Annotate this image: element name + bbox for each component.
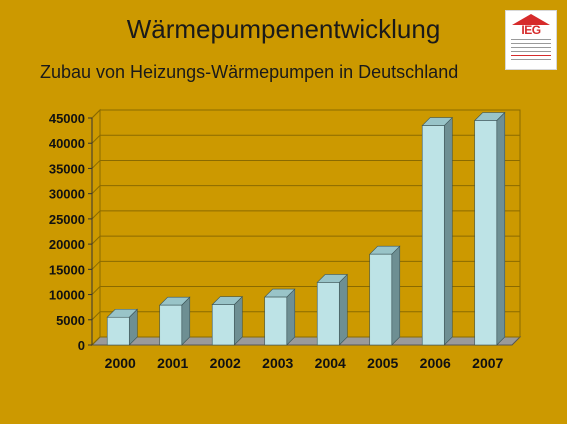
y-tick-label: 45000 [49, 111, 85, 126]
chart-subtitle: Zubau von Heizungs-Wärmepumpen in Deutsc… [40, 62, 459, 82]
bar [474, 120, 498, 346]
y-tick-label: 15000 [49, 262, 85, 277]
x-tick-label: 2000 [105, 355, 136, 371]
x-tick-label: 2001 [157, 355, 188, 371]
x-tick-label: 2005 [367, 355, 398, 371]
gridline [91, 185, 520, 195]
gridline [91, 286, 520, 295]
y-tick-label: 10000 [49, 288, 85, 303]
plot-side-wall [91, 108, 101, 347]
plot-floor [90, 336, 522, 346]
bar-side [233, 295, 243, 346]
y-tick-label: 0 [78, 338, 85, 353]
bar [421, 125, 445, 346]
y-tick-label: 40000 [49, 136, 85, 151]
logo-roof-icon [512, 14, 550, 25]
gridline [91, 311, 520, 321]
gridline [91, 210, 520, 220]
bar-side [338, 273, 348, 346]
bar [316, 282, 340, 346]
y-tick-label: 30000 [49, 187, 85, 202]
x-tick-label: 2006 [420, 355, 451, 371]
y-tick-label: 35000 [49, 161, 85, 176]
gridline [91, 235, 520, 245]
gridline [91, 260, 520, 270]
gridline [91, 159, 520, 169]
x-tick-label: 2007 [472, 355, 503, 371]
y-tick-label: 20000 [49, 237, 85, 252]
bar [369, 253, 393, 346]
ieg-logo: IEG [505, 10, 557, 70]
bar [211, 304, 235, 346]
bar-side [443, 116, 453, 346]
gridline [91, 134, 520, 144]
x-tick-label: 2002 [210, 355, 241, 371]
bar-side [286, 288, 296, 346]
bar [264, 296, 288, 346]
bar-side [496, 111, 506, 346]
x-tick-label: 2004 [315, 355, 346, 371]
page-title: Wärmepumpenentwicklung [126, 14, 441, 44]
bar [106, 316, 130, 346]
logo-text-lines [511, 39, 551, 63]
x-tick-label: 2003 [262, 355, 293, 371]
logo-mark: IEG [521, 23, 541, 37]
y-tick-label: 5000 [56, 313, 85, 328]
bar [159, 304, 183, 346]
gridline [91, 109, 520, 119]
bar-side [391, 245, 401, 346]
y-tick-label: 25000 [49, 212, 85, 227]
